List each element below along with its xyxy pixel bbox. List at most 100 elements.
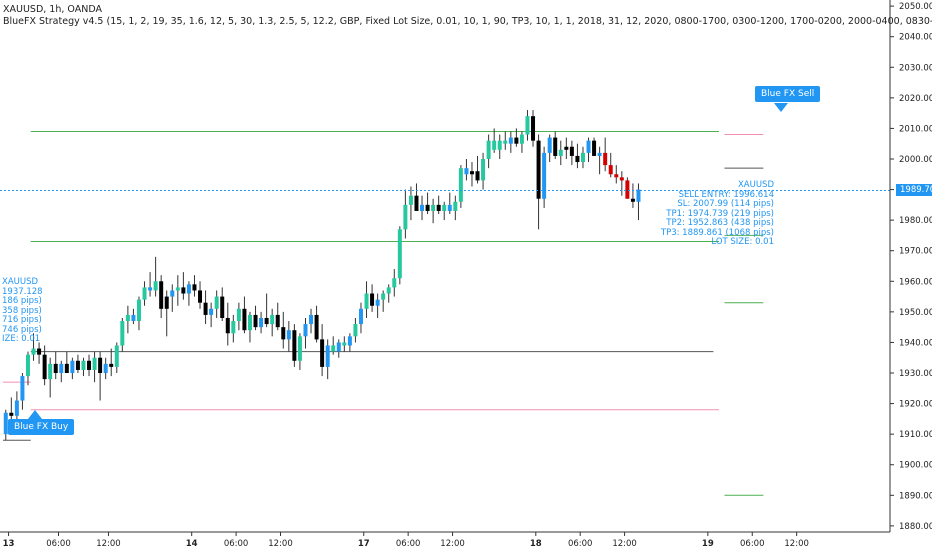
candle-body: [20, 376, 25, 401]
candle-body: [37, 348, 42, 355]
candle-body: [242, 308, 247, 331]
candle-body: [519, 134, 524, 144]
candle-body: [342, 342, 347, 346]
time-tick-label: 14: [186, 539, 198, 549]
candle-body: [503, 140, 508, 144]
indicator-legend[interactable]: BlueFX Strategy v4.5 (15, 1, 2, 19, 35, …: [3, 16, 932, 27]
candle-body: [3, 412, 8, 435]
sell-trade-info: XAUUSD SELL ENTRY: 1996.614 SL: 2007.99 …: [660, 180, 774, 248]
candle-body: [525, 116, 530, 135]
candle-body: [636, 189, 641, 202]
symbol-title[interactable]: XAUUSD, 1h, OANDA: [3, 4, 102, 15]
time-tick-label: 06:00: [396, 539, 421, 549]
time-tick-label: 06:00: [224, 539, 249, 549]
candle-body: [381, 293, 386, 300]
candle-body: [31, 348, 36, 355]
sell-info-line: TP2: 1952.863 (438 pips): [666, 218, 774, 228]
candle-body: [148, 287, 153, 291]
candle-body: [603, 152, 608, 166]
candle-body: [353, 324, 358, 337]
candle-body: [575, 155, 580, 163]
candle-body: [175, 287, 180, 291]
candle-body: [231, 321, 236, 334]
chart-header: XAUUSD, 1h, OANDA BlueFX Strategy v4.5 (…: [3, 4, 932, 28]
buy-info-line: 716 pips): [2, 315, 42, 325]
price-tick-label: 1950.000: [899, 308, 932, 318]
candle-body: [630, 198, 635, 202]
candle-body: [553, 137, 558, 156]
candle-body: [408, 195, 413, 205]
candle-body: [142, 287, 147, 300]
time-tick-label: 12:00: [440, 539, 465, 549]
candle-body: [392, 278, 397, 288]
candle-body: [192, 284, 197, 291]
time-tick-label: 12:00: [268, 539, 293, 549]
buy-info-line: 1937.128: [2, 286, 43, 297]
price-axis[interactable]: 2050.000 2040.000 2030.000 2020.000 2010.000…: [890, 2, 932, 532]
candle-body: [181, 287, 186, 294]
time-axis[interactable]: 13 06:00 12:00 14 06:00 12:00 17 06:00 12:00 18 06…: [3, 532, 809, 549]
candle-body: [547, 137, 552, 153]
candle-body: [481, 158, 486, 181]
candle-body: [120, 321, 125, 346]
candle-body: [619, 177, 624, 181]
candle-body: [203, 302, 208, 315]
candle-body: [492, 140, 497, 150]
candle-body: [347, 336, 352, 346]
candle-body: [303, 324, 308, 337]
candle-body: [397, 229, 402, 279]
candle-body: [625, 180, 630, 199]
candle-body: [475, 171, 480, 181]
candle-body: [414, 195, 419, 211]
candle-body: [286, 330, 291, 340]
candle-body: [159, 281, 164, 309]
candle-body: [447, 204, 452, 211]
candle-body: [153, 281, 158, 291]
candle-body: [386, 287, 391, 294]
candle-body: [236, 308, 241, 322]
sell-info-line: TP3: 1889.861 (1068 pips): [660, 227, 774, 238]
sell-info-line: SL: 2007.99 (114 pips): [677, 199, 774, 209]
candle-body: [431, 204, 436, 211]
sell-signal-badge: Blue FX Sell: [755, 86, 821, 102]
price-tick-label: 1910.000: [899, 430, 932, 440]
candle-body: [331, 345, 336, 352]
price-tick-label: 1970.000: [899, 247, 932, 257]
time-tick-label: 17: [358, 539, 370, 549]
candle-body: [109, 363, 114, 367]
candle-body: [259, 317, 264, 328]
candle-body: [131, 314, 136, 322]
candle-body: [586, 140, 591, 153]
price-tick-label: 1920.000: [899, 400, 932, 410]
candles: [3, 110, 641, 441]
candle-body: [309, 314, 314, 325]
candle-body: [281, 327, 286, 340]
candle-body: [87, 360, 92, 370]
candle-body: [536, 140, 541, 199]
sell-info-line: TP1: 1974.739 (219 pips): [666, 208, 774, 219]
candle-body: [514, 137, 519, 144]
candle-body: [14, 400, 19, 416]
candle-body: [464, 168, 469, 175]
candle-body: [220, 296, 225, 318]
candle-body: [9, 412, 14, 416]
time-tick-label: 18: [530, 539, 542, 549]
price-tick-label: 1960.000: [899, 277, 932, 287]
current-price-label: 1989.705: [896, 184, 932, 197]
price-tick-label: 1890.000: [899, 491, 932, 501]
time-tick-label: 06:00: [46, 539, 71, 549]
buy-info-line: 746 pips): [2, 324, 42, 335]
candle-body: [486, 140, 491, 159]
candle-body: [580, 152, 585, 163]
time-tick-label: 12:00: [784, 539, 809, 549]
candle-body: [59, 363, 64, 374]
candle-body: [253, 314, 258, 328]
candle-body: [614, 174, 619, 178]
candle-body: [225, 317, 230, 334]
buy-trade-info: XAUUSD 1937.128 186 pips) 358 pips) 716 …: [2, 277, 43, 345]
candle-body: [53, 363, 58, 374]
price-tick-label: 1900.000: [899, 461, 932, 471]
sell-arrow-icon: [774, 103, 788, 112]
price-tick-label: 2010.000: [899, 124, 932, 134]
